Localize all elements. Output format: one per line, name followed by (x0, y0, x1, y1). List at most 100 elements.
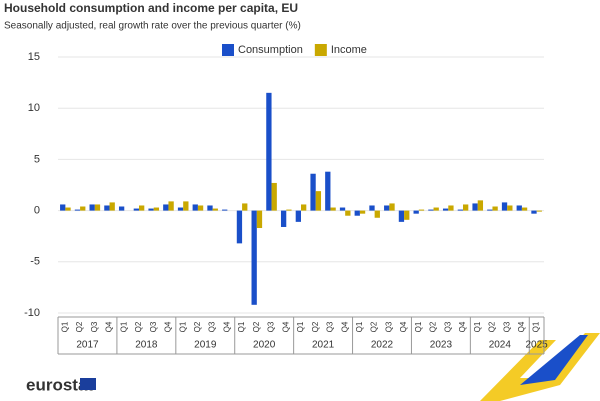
y-tick-label: 15 (28, 51, 40, 63)
bar (325, 171, 331, 211)
bar (148, 208, 154, 211)
bar (472, 203, 478, 211)
bar (212, 208, 218, 211)
bar (266, 92, 272, 211)
chart-title: Household consumption and income per cap… (4, 1, 298, 15)
bar (89, 204, 95, 211)
x-tick-label: Q2 (252, 321, 261, 332)
bar (207, 205, 213, 211)
decoration (520, 335, 588, 385)
bar (521, 207, 528, 211)
bar (330, 207, 336, 211)
bar (384, 205, 390, 211)
bar (492, 206, 498, 211)
x-tick-label: Q1 (296, 321, 305, 332)
x-tick-label: Q3 (90, 321, 99, 332)
bar (536, 210, 542, 212)
bar (531, 210, 537, 214)
bar (354, 210, 360, 216)
bar (339, 207, 346, 211)
bar (139, 205, 145, 211)
bar (507, 205, 513, 211)
bar (183, 201, 189, 211)
bar (65, 207, 71, 211)
x-tick-label: Q4 (399, 321, 408, 332)
x-tick-label: Q1 (178, 321, 187, 332)
bar (301, 204, 307, 211)
year-label: 2018 (135, 340, 158, 351)
x-tick-label: Q2 (193, 321, 202, 332)
bar (256, 210, 263, 229)
x-tick-label: Q2 (429, 321, 438, 332)
x-tick-label: Q2 (311, 321, 320, 332)
bar (398, 210, 405, 222)
x-tick-label: Q4 (340, 321, 349, 332)
year-label: 2017 (76, 340, 99, 351)
y-tick-label: 5 (34, 153, 40, 165)
bar (286, 209, 292, 211)
bar (359, 210, 366, 214)
bar (404, 210, 410, 220)
bar (168, 201, 174, 211)
legend-label: Consumption (238, 44, 303, 56)
bar (374, 210, 380, 218)
x-tick-label: Q3 (502, 321, 511, 332)
y-tick-label: 10 (28, 102, 40, 114)
legend-swatch (314, 44, 327, 56)
bar (487, 209, 493, 211)
bar (60, 204, 66, 211)
bar (463, 204, 469, 211)
legend-swatch (222, 44, 234, 56)
bar (315, 191, 322, 211)
x-tick-label: Q2 (488, 321, 497, 332)
x-tick-label: Q4 (105, 321, 114, 332)
x-tick-label: Q1 (473, 321, 482, 332)
bar (197, 205, 204, 211)
bar (74, 209, 81, 211)
bar (428, 209, 434, 211)
year-label: 2024 (489, 340, 512, 351)
bar (501, 202, 508, 211)
bar (345, 210, 351, 216)
legend-label: Income (331, 44, 367, 56)
bar (280, 210, 287, 227)
x-tick-label: Q1 (60, 321, 69, 332)
bar (457, 209, 463, 211)
bar (310, 173, 316, 211)
year-label: 2020 (253, 340, 276, 351)
bar (516, 205, 522, 211)
year-label: 2019 (194, 340, 217, 351)
bar (477, 200, 484, 211)
bar (433, 207, 439, 211)
year-label: 2022 (371, 340, 394, 351)
bar (413, 210, 419, 214)
bar (192, 204, 198, 211)
bar (94, 204, 101, 211)
x-tick-label: Q3 (149, 321, 158, 332)
x-tick-label: Q4 (458, 321, 467, 332)
logo-text: eurostat (26, 375, 93, 394)
bar (442, 208, 449, 211)
x-tick-label: Q4 (517, 321, 526, 332)
y-tick-label: 0 (34, 205, 40, 217)
bar (448, 205, 454, 211)
logo-flag (80, 378, 96, 390)
x-tick-label: Q2 (134, 321, 143, 332)
bar (236, 210, 243, 244)
bar (118, 206, 125, 211)
x-tick-label: Q1 (237, 321, 246, 332)
x-tick-label: Q3 (208, 321, 217, 332)
bar (109, 202, 115, 211)
year-label: 2021 (312, 340, 335, 351)
bar (153, 207, 160, 211)
bar (242, 203, 248, 211)
bar (222, 209, 228, 211)
x-tick-label: Q1 (532, 321, 541, 332)
x-tick-label: Q1 (119, 321, 128, 332)
bar (369, 205, 375, 211)
y-tick-label: -10 (24, 307, 40, 319)
x-tick-label: Q4 (222, 321, 231, 332)
bar (80, 206, 86, 211)
bar (163, 204, 169, 211)
